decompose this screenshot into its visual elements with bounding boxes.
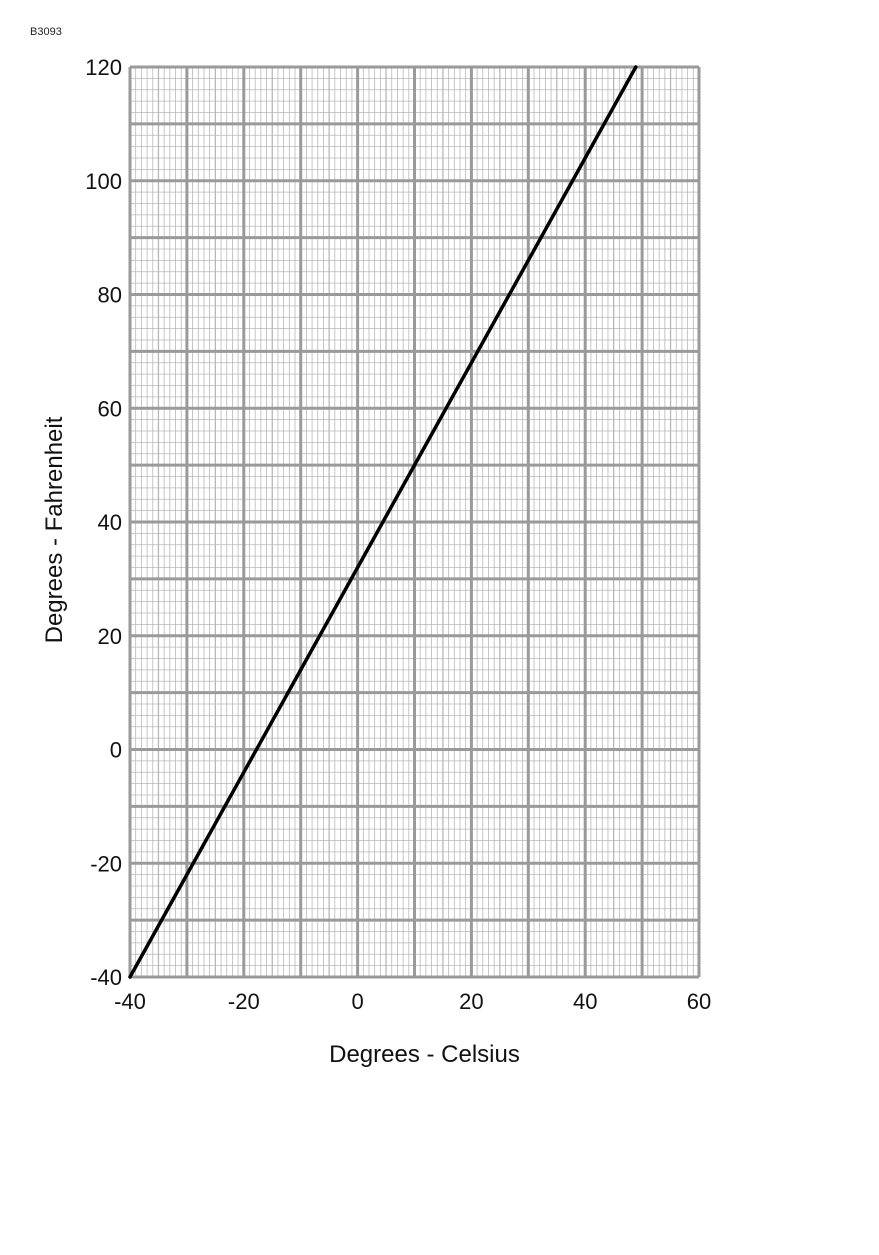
y-tick-label: 80 [98,283,122,308]
y-tick-label: 100 [85,169,122,194]
series-line-0 [128,65,638,979]
x-tick-label: -40 [114,989,146,1014]
x-tick-label: -20 [228,989,260,1014]
y-tick-label: 60 [98,396,122,421]
y-tick-label: 20 [98,624,122,649]
y-tick-label: 40 [98,510,122,535]
tick-labels: -40 -20 0 20 40 60 120 100 80 60 40 20 0 -20 -40 [85,55,711,1014]
series-layer [128,65,638,979]
y-tick-label: 120 [85,55,122,80]
y-tick-label: -20 [90,851,122,876]
x-tick-label: 40 [573,989,597,1014]
y-tick-label: 0 [110,738,122,763]
y-tick-label: -40 [90,965,122,990]
y-axis-title: Degrees - Fahrenheit [41,416,68,643]
x-tick-label: 20 [459,989,483,1014]
figure-code: B3093 [30,26,62,38]
x-tick-label: 0 [351,989,363,1014]
x-tick-label: 60 [687,989,711,1014]
major-grid [128,65,701,979]
x-axis-title: Degrees - Celsius [329,1041,520,1068]
